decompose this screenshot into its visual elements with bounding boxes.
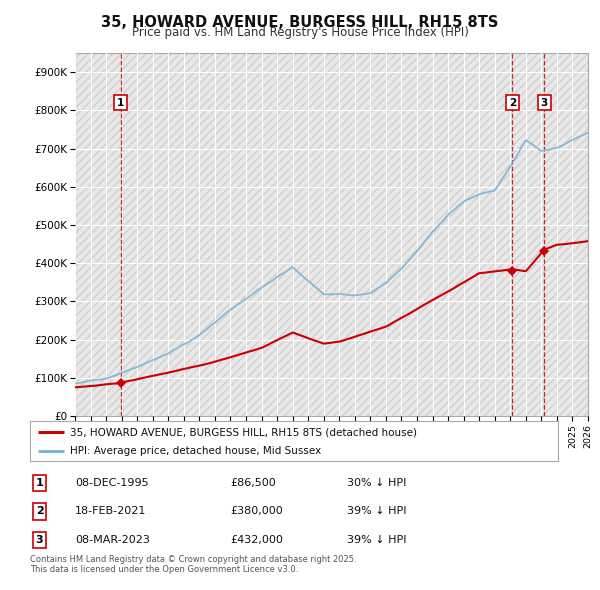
Text: 39% ↓ HPI: 39% ↓ HPI: [347, 535, 406, 545]
Text: 3: 3: [541, 98, 548, 108]
Text: 2: 2: [35, 506, 43, 516]
Text: Contains HM Land Registry data © Crown copyright and database right 2025.: Contains HM Land Registry data © Crown c…: [30, 555, 356, 563]
Text: 39% ↓ HPI: 39% ↓ HPI: [347, 506, 406, 516]
Text: £432,000: £432,000: [230, 535, 284, 545]
Text: 35, HOWARD AVENUE, BURGESS HILL, RH15 8TS: 35, HOWARD AVENUE, BURGESS HILL, RH15 8T…: [101, 15, 499, 30]
Text: 18-FEB-2021: 18-FEB-2021: [75, 506, 146, 516]
Text: 1: 1: [35, 478, 43, 488]
Text: 1: 1: [117, 98, 124, 108]
Text: 3: 3: [35, 535, 43, 545]
Text: HPI: Average price, detached house, Mid Sussex: HPI: Average price, detached house, Mid …: [70, 445, 321, 455]
Text: £380,000: £380,000: [230, 506, 283, 516]
Text: 30% ↓ HPI: 30% ↓ HPI: [347, 478, 406, 488]
Text: 35, HOWARD AVENUE, BURGESS HILL, RH15 8TS (detached house): 35, HOWARD AVENUE, BURGESS HILL, RH15 8T…: [70, 427, 416, 437]
Text: This data is licensed under the Open Government Licence v3.0.: This data is licensed under the Open Gov…: [30, 565, 298, 574]
Text: Price paid vs. HM Land Registry's House Price Index (HPI): Price paid vs. HM Land Registry's House …: [131, 26, 469, 39]
Text: 08-MAR-2023: 08-MAR-2023: [75, 535, 150, 545]
Text: 2: 2: [509, 98, 516, 108]
Text: £86,500: £86,500: [230, 478, 277, 488]
Text: 08-DEC-1995: 08-DEC-1995: [75, 478, 149, 488]
